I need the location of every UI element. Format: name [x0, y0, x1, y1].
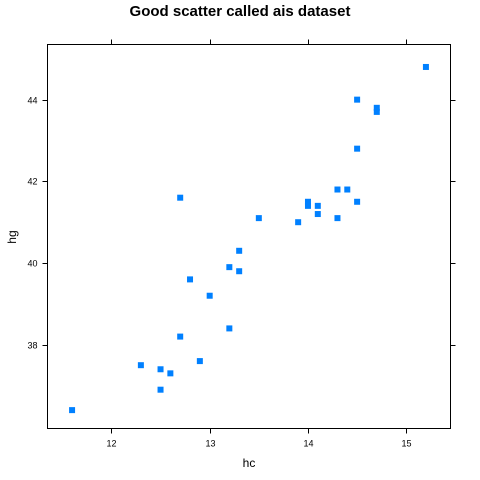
data-point-11 [226, 325, 233, 332]
data-point-18 [314, 202, 321, 209]
data-point-7 [187, 276, 194, 283]
plot-frame [47, 44, 451, 429]
x-tick-label-2: 14 [303, 439, 313, 449]
data-point-9 [206, 292, 213, 299]
x-tick-label-0: 12 [106, 439, 116, 449]
data-point-8 [196, 358, 203, 365]
y-tick-label-1: 40 [27, 259, 37, 269]
x-tick-label-1: 13 [205, 439, 215, 449]
data-point-10 [226, 264, 233, 271]
y-axis-label: hg [5, 230, 19, 243]
data-point-21 [334, 215, 341, 222]
data-point-22 [344, 186, 351, 193]
data-point-13 [236, 268, 243, 275]
data-point-26 [373, 104, 380, 111]
y-tick-label-2: 42 [27, 177, 37, 187]
data-point-28 [422, 63, 429, 70]
data-point-2 [157, 366, 164, 373]
x-tick-label-3: 15 [401, 439, 411, 449]
x-axis: 12 13 14 15 [106, 39, 412, 449]
data-point-12 [236, 247, 243, 254]
data-point-4 [167, 370, 174, 377]
data-point-15 [295, 219, 302, 226]
data-point-0 [69, 407, 76, 414]
data-point-23 [354, 96, 361, 103]
data-point-14 [255, 215, 262, 222]
data-point-25 [354, 198, 361, 205]
chart-title: Good scatter called ais dataset [130, 3, 351, 20]
data-point-24 [354, 145, 361, 152]
data-point-16 [304, 198, 311, 205]
data-point-20 [334, 186, 341, 193]
data-point-5 [177, 333, 184, 340]
data-point-17 [304, 202, 311, 209]
data-points [69, 63, 429, 414]
data-point-1 [137, 362, 144, 369]
y-tick-label-0: 38 [27, 341, 37, 351]
data-point-6 [177, 194, 184, 201]
data-point-19 [314, 211, 321, 218]
y-tick-label-3: 44 [27, 96, 37, 106]
data-point-27 [373, 108, 380, 115]
y-axis: 38 40 42 44 [27, 96, 456, 351]
data-point-3 [157, 386, 164, 393]
x-axis-label: hc [243, 456, 256, 470]
